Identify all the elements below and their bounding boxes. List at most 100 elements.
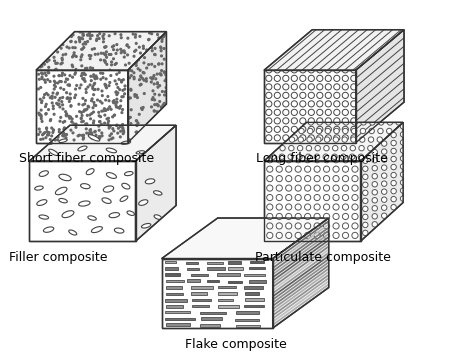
Circle shape: [83, 110, 84, 112]
Circle shape: [84, 81, 86, 82]
Circle shape: [99, 121, 100, 122]
Circle shape: [118, 106, 119, 108]
Circle shape: [42, 73, 44, 75]
Circle shape: [112, 101, 114, 103]
Circle shape: [78, 103, 80, 105]
Circle shape: [87, 86, 89, 88]
Circle shape: [92, 122, 94, 124]
Circle shape: [267, 232, 273, 239]
Circle shape: [58, 103, 60, 105]
Circle shape: [164, 103, 165, 104]
Circle shape: [52, 129, 54, 131]
Circle shape: [133, 78, 135, 80]
Circle shape: [72, 34, 74, 36]
Circle shape: [334, 109, 340, 115]
Circle shape: [149, 32, 150, 34]
Circle shape: [317, 120, 322, 125]
Circle shape: [342, 185, 348, 191]
Circle shape: [314, 175, 320, 182]
Circle shape: [46, 113, 47, 114]
Text: Long fiber composite: Long fiber composite: [256, 152, 388, 165]
Circle shape: [46, 128, 47, 130]
Circle shape: [342, 101, 348, 107]
Circle shape: [85, 88, 87, 90]
Circle shape: [129, 69, 131, 71]
Circle shape: [87, 34, 88, 36]
Circle shape: [351, 58, 357, 65]
Circle shape: [72, 66, 73, 67]
Circle shape: [142, 78, 144, 80]
Circle shape: [283, 109, 289, 115]
Bar: [192, 299, 210, 301]
Circle shape: [113, 49, 114, 50]
Circle shape: [286, 157, 292, 163]
Circle shape: [267, 223, 273, 229]
Circle shape: [101, 110, 103, 112]
Circle shape: [342, 138, 348, 144]
Circle shape: [151, 99, 153, 100]
Circle shape: [387, 120, 392, 125]
Circle shape: [138, 79, 140, 81]
Circle shape: [70, 40, 72, 42]
Circle shape: [109, 135, 111, 137]
Circle shape: [93, 48, 95, 49]
Circle shape: [82, 33, 84, 35]
Circle shape: [283, 50, 289, 56]
Circle shape: [361, 120, 366, 125]
Circle shape: [136, 94, 137, 96]
Circle shape: [323, 195, 330, 201]
Circle shape: [122, 79, 124, 81]
Circle shape: [81, 49, 82, 50]
Circle shape: [158, 37, 160, 39]
Circle shape: [100, 116, 101, 118]
Circle shape: [308, 92, 314, 98]
Circle shape: [70, 129, 72, 131]
Circle shape: [63, 132, 64, 133]
Circle shape: [154, 54, 155, 55]
Text: Filler composite: Filler composite: [9, 251, 108, 264]
Circle shape: [122, 128, 124, 130]
Circle shape: [55, 69, 57, 70]
Circle shape: [109, 82, 111, 83]
Circle shape: [343, 128, 348, 134]
Circle shape: [101, 102, 103, 104]
Circle shape: [44, 79, 46, 81]
Circle shape: [65, 137, 67, 139]
Circle shape: [74, 47, 76, 49]
Circle shape: [288, 154, 293, 159]
Circle shape: [93, 120, 95, 122]
Circle shape: [102, 36, 104, 37]
Circle shape: [266, 92, 272, 98]
Circle shape: [73, 54, 74, 56]
Bar: [166, 286, 182, 289]
Circle shape: [80, 118, 82, 119]
Ellipse shape: [145, 179, 155, 184]
Circle shape: [113, 102, 115, 104]
Ellipse shape: [139, 200, 148, 206]
Circle shape: [69, 84, 71, 86]
Circle shape: [101, 132, 103, 134]
Circle shape: [86, 123, 88, 125]
Circle shape: [91, 80, 92, 82]
Circle shape: [98, 115, 100, 117]
Circle shape: [352, 195, 358, 201]
Circle shape: [286, 213, 292, 220]
Circle shape: [363, 190, 368, 196]
Circle shape: [101, 95, 103, 97]
Circle shape: [103, 59, 105, 61]
Circle shape: [92, 67, 93, 69]
Bar: [165, 300, 187, 301]
Ellipse shape: [39, 171, 48, 176]
Circle shape: [108, 127, 110, 129]
Circle shape: [363, 182, 368, 187]
Circle shape: [60, 87, 62, 89]
Ellipse shape: [141, 224, 151, 228]
Circle shape: [165, 73, 167, 75]
Circle shape: [100, 72, 101, 74]
Circle shape: [140, 76, 142, 78]
Circle shape: [279, 154, 284, 159]
Circle shape: [107, 108, 109, 110]
Circle shape: [79, 39, 81, 40]
Circle shape: [314, 204, 320, 210]
Circle shape: [116, 62, 117, 64]
